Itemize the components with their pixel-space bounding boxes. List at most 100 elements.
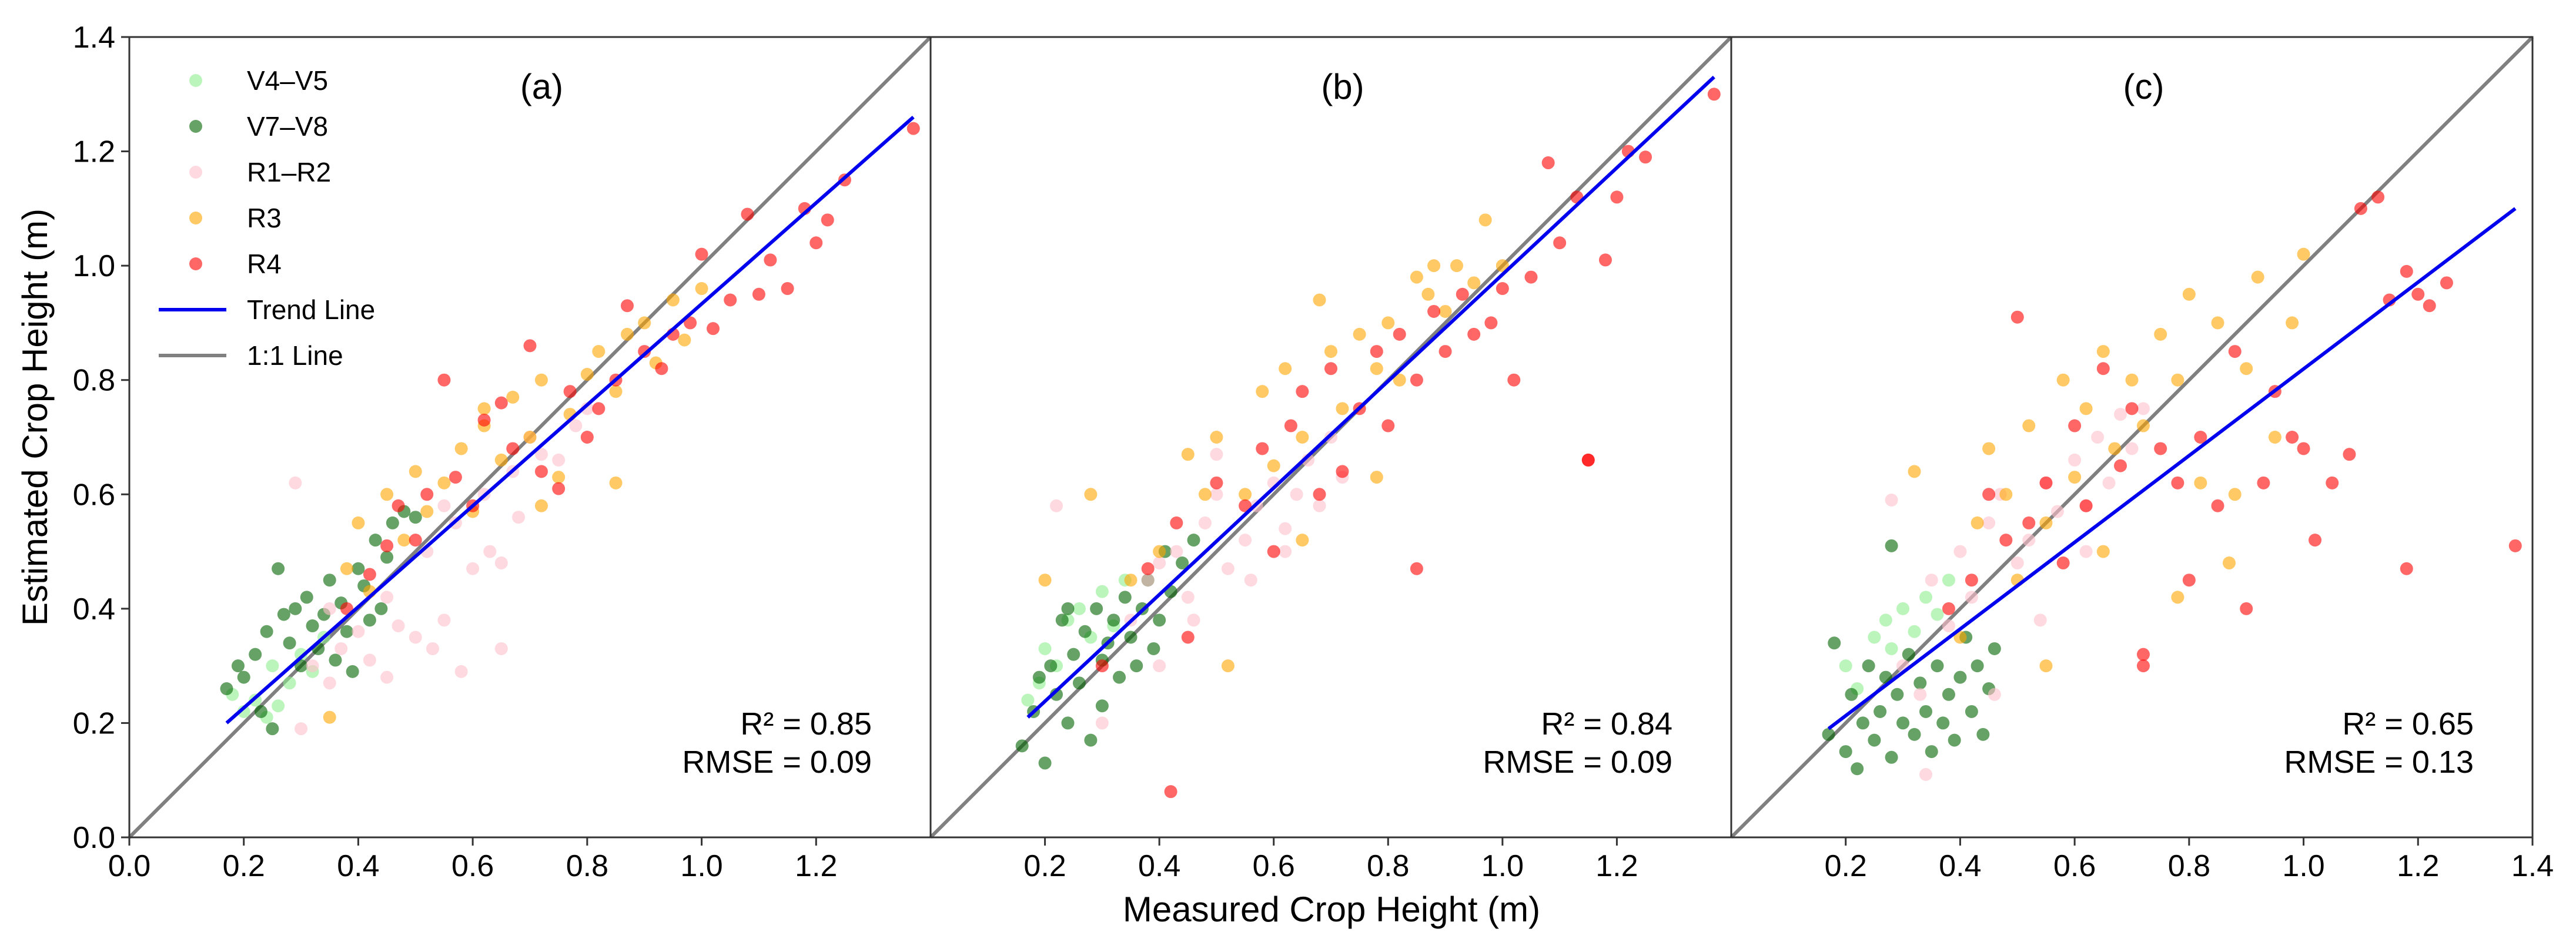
data-point: [1982, 488, 1996, 501]
data-point: [592, 402, 605, 415]
y-axis-title: Estimated Crop Height (m): [15, 209, 55, 626]
data-point: [2091, 431, 2105, 444]
data-point: [1176, 556, 1189, 570]
data-point: [1095, 716, 1109, 730]
data-point: [2286, 431, 2299, 444]
data-point: [1942, 602, 1955, 615]
data-point: [1256, 442, 1269, 455]
data-point: [1267, 459, 1280, 472]
data-point: [1324, 362, 1337, 375]
data-point: [1170, 545, 1183, 558]
data-point: [363, 653, 376, 667]
data-point: [494, 453, 508, 467]
data-point: [454, 442, 468, 455]
data-point: [1410, 373, 1423, 387]
data-point: [1113, 670, 1126, 684]
trend-line: [225, 115, 915, 725]
data-point: [1868, 733, 1881, 747]
data-point: [1381, 419, 1395, 432]
data-point: [2022, 419, 2036, 432]
data-point: [1239, 488, 1252, 501]
data-point: [2154, 442, 2167, 455]
data-point: [2171, 373, 2184, 387]
data-point: [1478, 213, 1492, 227]
data-point: [1896, 602, 1910, 615]
x-tick-label: 0.2: [1023, 849, 1066, 883]
x-tick-label: 1.0: [1481, 849, 1524, 883]
data-point: [420, 488, 434, 501]
x-tick-label: 0.8: [1367, 849, 1409, 883]
data-point: [1410, 562, 1423, 575]
data-point: [1296, 534, 1309, 547]
data-point: [1153, 659, 1166, 673]
data-point: [2096, 362, 2110, 375]
x-tick-label: 0.2: [223, 849, 265, 883]
legend-label: 1:1 Line: [247, 340, 343, 371]
data-point: [764, 253, 777, 267]
y-tick-label: 0.6: [73, 478, 115, 512]
x-tick-label: 0.8: [566, 849, 608, 883]
data-point: [638, 316, 651, 330]
data-point: [1467, 327, 1481, 341]
data-point: [1055, 613, 1069, 627]
data-point: [494, 556, 508, 570]
data-point: [523, 431, 537, 444]
data-point: [569, 419, 583, 432]
data-point: [1072, 602, 1086, 615]
data-point: [2286, 316, 2299, 330]
series-R4: [1095, 88, 1721, 799]
data-point: [552, 453, 566, 467]
data-point: [2010, 310, 2024, 324]
data-point: [2022, 516, 2036, 529]
data-point: [380, 551, 394, 564]
data-point: [1324, 345, 1337, 358]
data-point: [466, 562, 480, 575]
data-point: [295, 648, 308, 661]
y-tick-label: 0.8: [73, 364, 115, 398]
x-tick-label: 0.6: [1253, 849, 1295, 883]
data-point: [454, 665, 468, 678]
data-point: [1279, 362, 1292, 375]
data-point: [695, 282, 708, 296]
data-point: [1296, 385, 1309, 398]
data-point: [821, 213, 834, 227]
legend-entry: V7–V8: [189, 111, 328, 142]
series-R3: [1908, 247, 2310, 673]
data-point: [323, 602, 336, 615]
data-point: [1507, 373, 1521, 387]
data-point: [2114, 459, 2127, 472]
data-point: [329, 653, 342, 667]
data-point: [363, 613, 376, 627]
one-to-one-line: [1729, 35, 2534, 839]
data-point: [1336, 465, 1349, 478]
data-point: [300, 591, 313, 604]
data-point: [289, 602, 302, 615]
data-point: [1324, 431, 1337, 444]
data-point: [1885, 494, 1898, 507]
data-point: [2371, 190, 2385, 204]
data-point: [254, 705, 267, 718]
data-point: [237, 670, 250, 684]
data-point: [1639, 150, 1652, 164]
data-point: [1015, 739, 1029, 753]
data-point: [1942, 688, 1955, 701]
x-tick-label: 1.2: [1595, 849, 1638, 883]
data-point: [2068, 453, 2082, 467]
data-point: [1908, 625, 1921, 638]
data-point: [409, 631, 422, 644]
data-point: [2154, 327, 2167, 341]
data-point: [621, 327, 634, 341]
data-point: [2440, 276, 2453, 290]
data-point: [2423, 299, 2436, 313]
data-point: [352, 562, 365, 575]
data-point: [1244, 574, 1257, 587]
y-tick-label: 1.2: [73, 135, 115, 169]
data-point: [340, 625, 353, 638]
data-point: [1267, 545, 1280, 558]
data-point: [2050, 505, 2064, 518]
data-point: [1279, 545, 1292, 558]
data-point: [1061, 602, 1075, 615]
data-point: [1124, 631, 1138, 644]
data-point: [534, 448, 548, 461]
data-point: [437, 476, 451, 489]
